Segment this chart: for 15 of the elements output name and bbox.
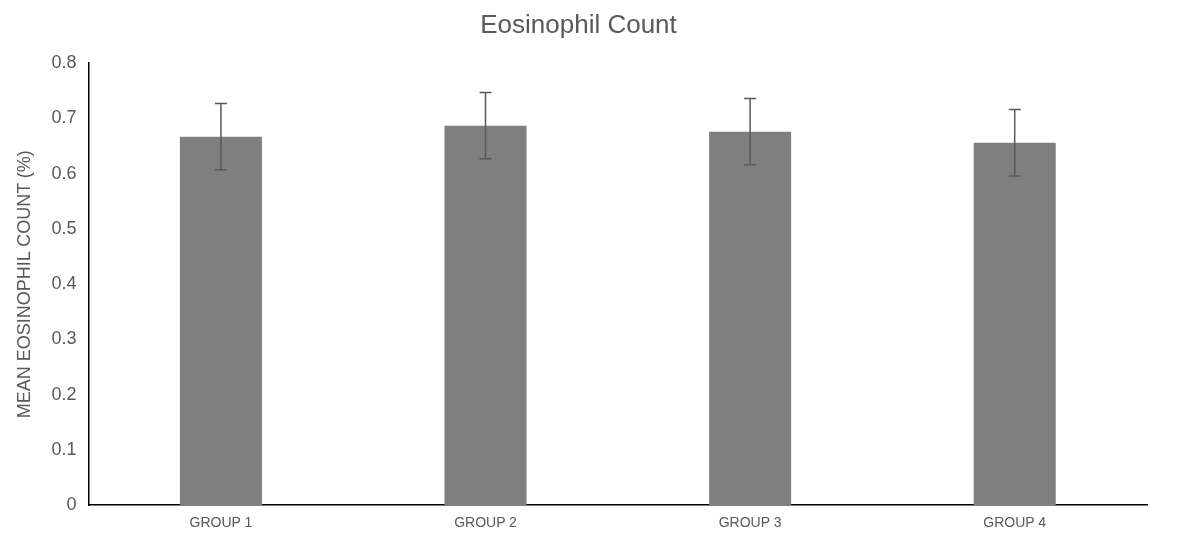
y-tick-label: 0.2 <box>51 383 77 404</box>
chart-title: Eosinophil Count <box>480 8 678 39</box>
y-tick-label: 0 <box>66 494 77 515</box>
x-tick-label: GROUP 4 <box>983 514 1047 531</box>
y-tick-label: 0.5 <box>51 217 77 238</box>
y-tick-label: 0.4 <box>51 273 77 294</box>
y-tick-label: 0.3 <box>51 328 77 349</box>
y-axis-title: MEAN EOSINOPHIL COUNT (%) <box>13 150 34 419</box>
y-tick-label: 0.7 <box>51 107 77 128</box>
x-tick-label: GROUP 1 <box>189 514 253 531</box>
x-tick-label: GROUP 3 <box>718 514 782 531</box>
y-tick-label: 0.8 <box>51 52 77 73</box>
y-tick-label: 0.6 <box>51 162 77 183</box>
y-tick-label: 0.1 <box>51 438 77 459</box>
x-tick-label: GROUP 2 <box>454 514 518 531</box>
